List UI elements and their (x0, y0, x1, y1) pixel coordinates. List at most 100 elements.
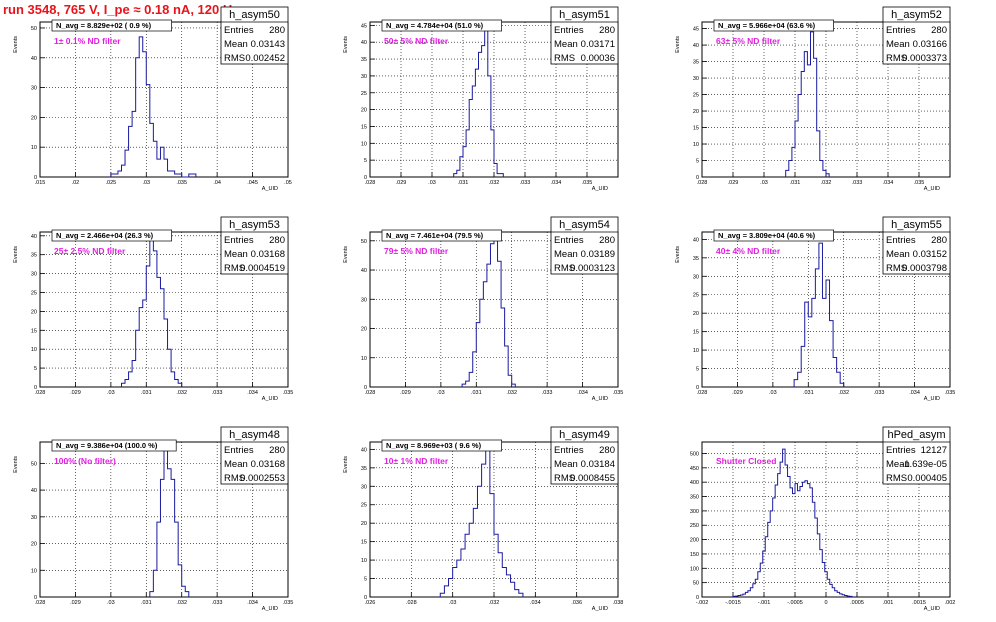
histogram-name: hPed_asym (887, 429, 945, 441)
stats-label-rms: RMS (224, 53, 245, 64)
stats-value-entries: 280 (599, 445, 615, 456)
filter-annotation: 100% (No filter) (54, 456, 116, 466)
stats-value-mean: 0.03143 (251, 39, 285, 50)
y-tick-label: 20 (31, 115, 37, 121)
histogram-panel-h_asym53: .028 .029 .03 .031 .032 .033 .034 .035 0 5 10 15 20 2… (13, 216, 294, 402)
stats-box (220, 6, 289, 65)
y-tick-label: 0 (34, 595, 37, 601)
x-tick-label: .028 (697, 390, 708, 396)
x-tick-label: .031 (141, 600, 152, 606)
histogram-line (439, 448, 524, 597)
stats-box (220, 216, 289, 275)
y-tick-label: 25 (31, 290, 37, 296)
x-tick-label: .03 (437, 390, 445, 396)
y-tick-label: 40 (361, 447, 367, 453)
x-tick-label: .033 (212, 390, 223, 396)
y-tick-label: 15 (361, 124, 367, 130)
x-tick-label: .035 (283, 390, 294, 396)
x-axis-label: A_UID (592, 186, 608, 192)
y-tick-label: 15 (693, 330, 699, 336)
y-tick-label: 30 (361, 297, 367, 303)
x-tick-label: .03 (142, 180, 150, 186)
y-tick-label: 0 (696, 175, 699, 181)
x-tick-label: .032 (821, 180, 832, 186)
y-tick-label: 500 (690, 451, 699, 457)
x-tick-label: .034 (883, 180, 894, 186)
x-tick-label: .031 (803, 390, 814, 396)
x-tick-label: .032 (838, 390, 849, 396)
y-tick-label: 0 (364, 175, 367, 181)
y-tick-label: 200 (690, 538, 699, 544)
x-tick-label: .028 (365, 390, 376, 396)
y-tick-label: 25 (693, 93, 699, 99)
x-tick-label: .002 (945, 600, 956, 606)
y-tick-label: 10 (31, 568, 37, 574)
x-tick-label: -.0015 (725, 600, 741, 606)
x-tick-label: .045 (247, 180, 258, 186)
x-tick-label: .029 (396, 180, 407, 186)
y-tick-label: 5 (696, 159, 699, 165)
y-tick-label: 35 (31, 253, 37, 259)
y-tick-label: 10 (693, 348, 699, 354)
y-tick-label: 0 (364, 595, 367, 601)
x-tick-label: .033 (542, 390, 553, 396)
stats-value-mean: 0.03168 (251, 249, 285, 260)
x-tick-label: .031 (790, 180, 801, 186)
histogram-name: h_asym50 (229, 9, 280, 21)
stats-label-mean: Mean (886, 39, 910, 50)
stats-label-rms: RMS (554, 473, 575, 484)
x-tick-label: .034 (909, 390, 920, 396)
stats-value-rms: 0.0004519 (240, 263, 285, 274)
y-tick-label: 5 (364, 577, 367, 583)
x-axis-label: A_UID (924, 606, 940, 612)
x-tick-label: .02 (72, 180, 80, 186)
stats-value-rms: 0.0003123 (570, 263, 615, 274)
y-tick-label: 50 (693, 581, 699, 587)
stats-value-entries: 280 (269, 235, 285, 246)
histogram-panel-h_asym52: .028 .029 .03 .031 .032 .033 .034 .035 0 5 10 15 20 2… (675, 6, 951, 192)
y-tick-label: 30 (361, 484, 367, 490)
stats-label-mean: Mean (554, 249, 578, 260)
stats-value-entries: 280 (269, 25, 285, 36)
histogram-name: h_asym55 (891, 219, 942, 231)
stats-label-rms: RMS (224, 263, 245, 274)
plot-title: N_avg = 5.966e+04 (63.6 %) (718, 21, 816, 30)
x-tick-label: .034 (551, 180, 562, 186)
stats-box (550, 6, 619, 65)
x-tick-label: .034 (247, 600, 258, 606)
y-tick-label: 20 (31, 309, 37, 315)
plot-title-box (51, 439, 177, 452)
y-tick-label: 5 (34, 366, 37, 372)
y-axis-label: Events (343, 456, 349, 473)
y-tick-label: 45 (361, 23, 367, 29)
stats-value-mean: 0.03166 (913, 39, 947, 50)
y-tick-label: 15 (361, 540, 367, 546)
x-tick-label: .029 (70, 600, 81, 606)
x-tick-label: .034 (530, 600, 541, 606)
stats-value-rms: 0.0003373 (902, 53, 947, 64)
filter-annotation: 1± 0.1% ND filter (54, 36, 121, 46)
x-tick-label: .032 (489, 600, 500, 606)
plot-title-box (381, 439, 502, 452)
plot-title: N_avg = 2.466e+04 (26.3 %) (56, 231, 154, 240)
y-tick-label: 0 (696, 595, 699, 601)
x-tick-label: .033 (520, 180, 531, 186)
plot-title: N_avg = 3.809e+04 (40.6 %) (718, 231, 816, 240)
y-tick-label: 15 (693, 126, 699, 132)
stats-label-mean: Mean (886, 249, 910, 260)
stats-label-entries: Entries (224, 445, 254, 456)
y-tick-label: 30 (31, 272, 37, 278)
stats-value-mean: 0.03152 (913, 249, 947, 260)
y-tick-label: 250 (690, 523, 699, 529)
x-tick-label: .036 (571, 600, 582, 606)
histogram-panel-h_asym55: .028 .029 .03 .031 .032 .033 .034 .035 0 5 10 15 20 2… (675, 216, 955, 402)
histogram-line (461, 234, 516, 387)
histogram-name: h_asym53 (229, 219, 280, 231)
y-axis-label: Events (13, 36, 19, 53)
x-tick-label: .04 (213, 180, 221, 186)
plot-title-box (381, 19, 502, 32)
histogram-panel-h_asym54: .028 .029 .03 .031 .032 .033 .034 .035 0 10 20 30 40… (343, 216, 623, 402)
x-tick-label: .029 (728, 180, 739, 186)
y-tick-label: 40 (693, 237, 699, 243)
